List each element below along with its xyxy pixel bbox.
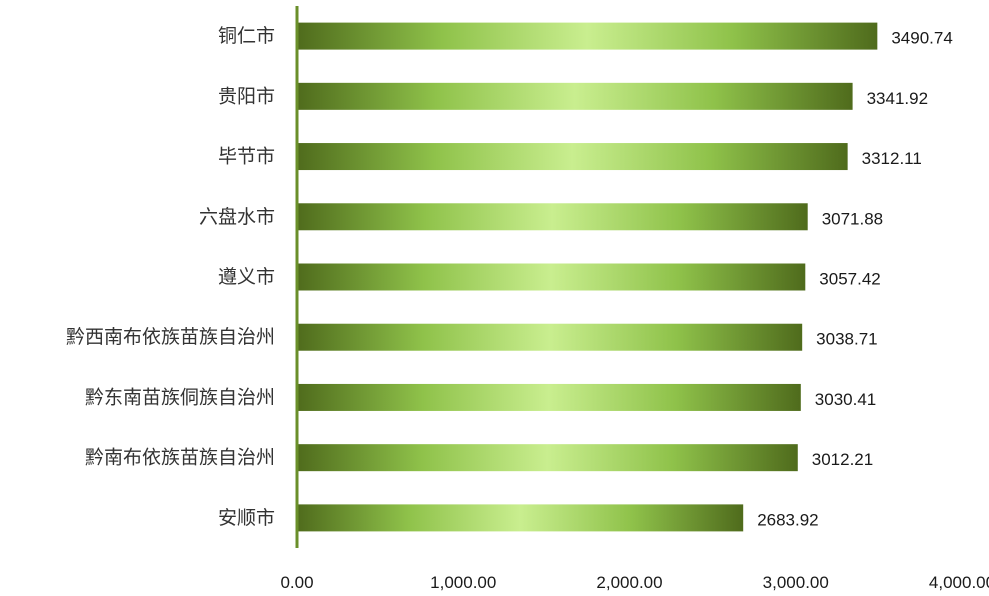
category-label: 毕节市 <box>218 146 275 168</box>
x-axis-tick-labels: 0.00 1,000.00 2,000.00 3,000.00 4,000.00 <box>280 573 989 592</box>
value-label: 3312.11 <box>862 149 922 168</box>
value-label: 3038.71 <box>816 330 877 349</box>
category-label: 贵阳市 <box>218 85 275 107</box>
value-labels: 3490.74 3341.92 3312.11 3071.88 3057.42 3038.… <box>757 29 953 530</box>
value-label: 3030.41 <box>815 390 876 409</box>
bar-3 <box>297 203 808 231</box>
category-labels: 铜仁市贵阳市毕节市六盘水市遵义市黔西南布依族苗族自治州黔东南苗族侗族自治州黔南布… <box>66 25 275 529</box>
value-label: 2683.92 <box>757 510 818 529</box>
category-label: 安顺市 <box>218 507 275 529</box>
category-label: 黔东南苗族侗族自治州 <box>85 386 275 408</box>
bar-6 <box>297 383 801 411</box>
bar-5 <box>297 323 803 351</box>
value-label: 3012.21 <box>812 450 873 469</box>
value-label: 3057.42 <box>819 270 880 289</box>
x-tick-label: 0.00 <box>280 573 313 592</box>
category-label: 黔西南布依族苗族自治州 <box>66 326 275 348</box>
x-tick-label: 3,000.00 <box>763 573 829 592</box>
category-label: 遵义市 <box>218 266 275 288</box>
bar-0 <box>297 22 878 50</box>
value-label: 3490.74 <box>891 29 952 48</box>
bar-8 <box>297 504 744 532</box>
value-label: 3071.88 <box>822 209 883 228</box>
x-tick-label: 1,000.00 <box>430 573 496 592</box>
bar-4 <box>297 263 806 291</box>
bars-layer <box>297 22 878 532</box>
category-label: 黔南布依族苗族自治州 <box>85 447 275 469</box>
bar-7 <box>297 444 798 472</box>
x-tick-label: 4,000.00 <box>929 573 989 592</box>
bar-1 <box>297 82 853 110</box>
x-tick-label: 2,000.00 <box>596 573 662 592</box>
category-label: 铜仁市 <box>218 25 275 47</box>
bar-2 <box>297 143 848 171</box>
category-label: 六盘水市 <box>199 206 275 228</box>
value-label: 3341.92 <box>867 89 928 108</box>
